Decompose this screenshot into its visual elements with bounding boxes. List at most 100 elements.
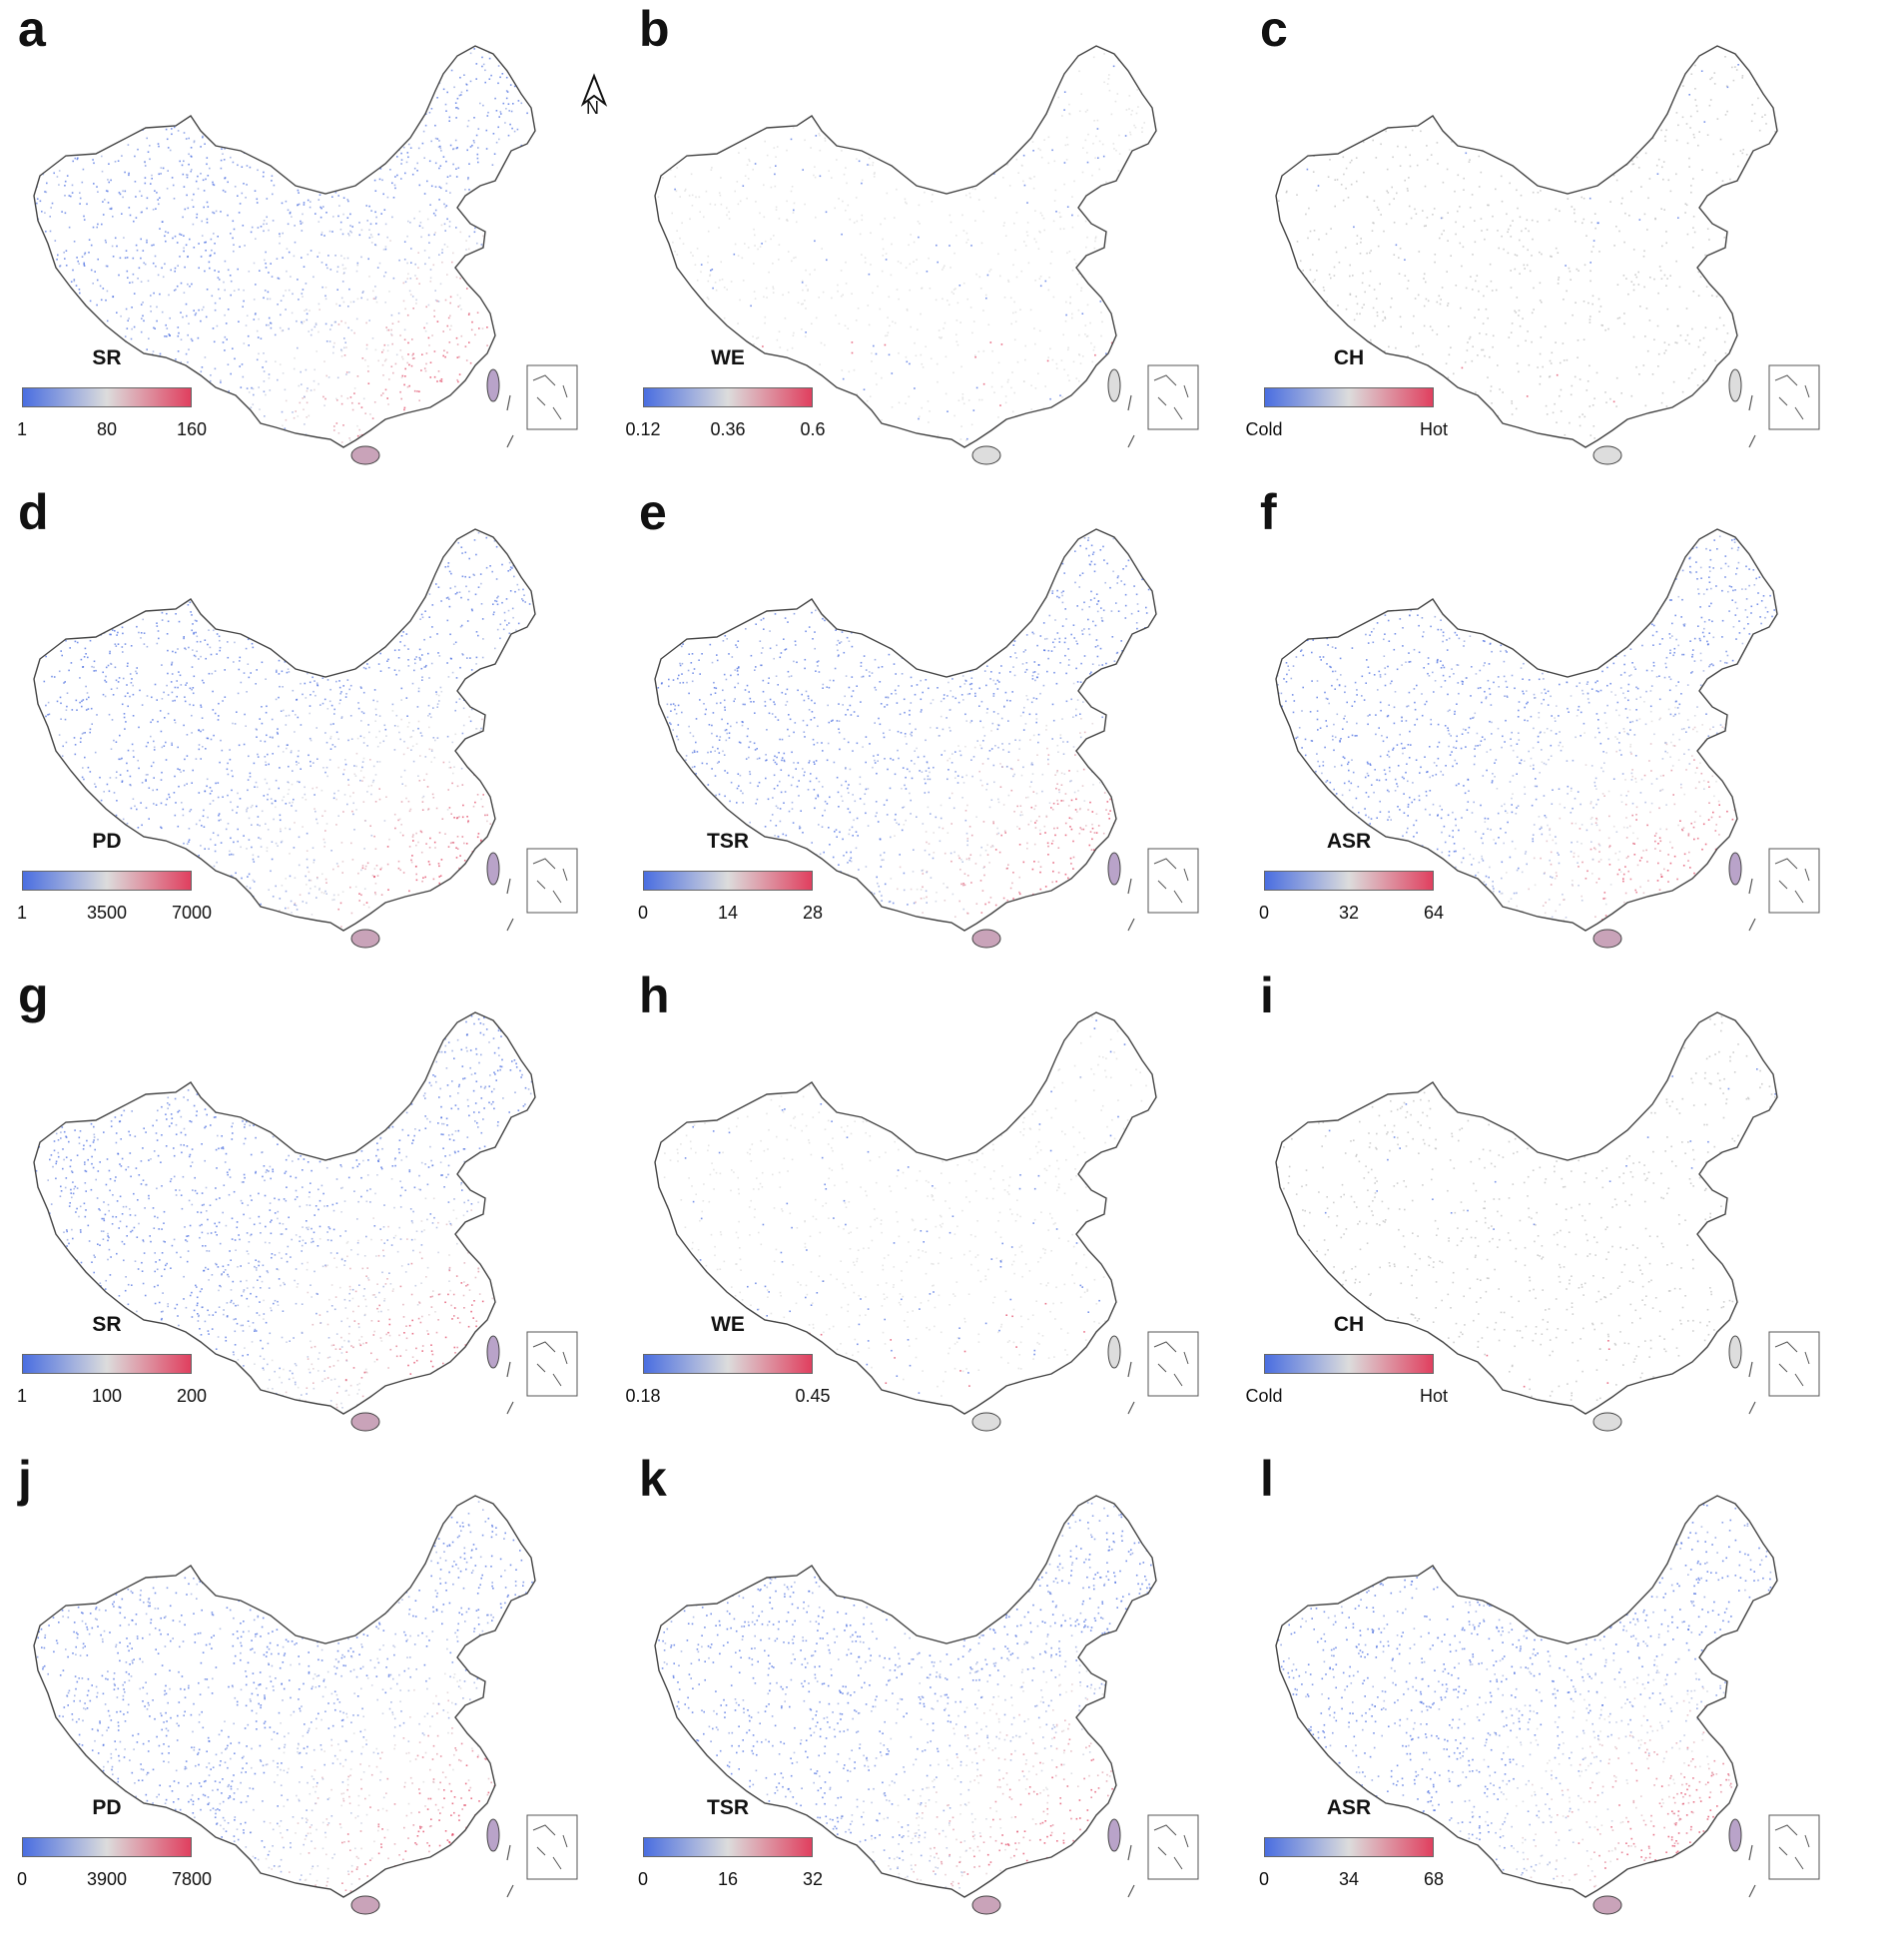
legend-tick-label: 3500 xyxy=(87,903,127,924)
taiwan-island xyxy=(486,368,500,402)
legend-tick-label: 1 xyxy=(17,419,27,440)
legend-tick-label: 0.12 xyxy=(625,419,660,440)
legend-tick-label: 0.36 xyxy=(710,419,745,440)
hainan-island xyxy=(350,1895,380,1915)
china-map xyxy=(33,1495,578,1915)
country-outline xyxy=(1275,1011,1778,1415)
map-panel-k: k TSR 0 16 32 xyxy=(621,1450,1240,1929)
south-china-sea-inset xyxy=(1768,1814,1820,1880)
hainan-island xyxy=(350,445,380,465)
panel-letter: d xyxy=(18,487,49,537)
map-panel-e: e TSR 0 14 28 xyxy=(621,483,1240,963)
legend-title: SR xyxy=(22,346,192,370)
taiwan-island xyxy=(486,1818,500,1852)
hainan-island xyxy=(971,1412,1001,1432)
legend-color-bar xyxy=(643,871,813,891)
taiwan-island xyxy=(1728,852,1742,886)
panel-letter: f xyxy=(1260,487,1277,537)
south-china-sea-inset xyxy=(1768,848,1820,914)
south-china-sea-inset xyxy=(526,848,578,914)
legend-color-bar xyxy=(1264,387,1434,407)
legend-tick-label: Cold xyxy=(1245,1386,1282,1407)
map-panel-f: f ASR 0 32 64 xyxy=(1242,483,1861,963)
legend-tick-label: 0 xyxy=(638,903,648,924)
legend-color-bar xyxy=(643,1837,813,1857)
south-china-sea-inset xyxy=(1147,1814,1199,1880)
panel-letter: l xyxy=(1260,1454,1274,1504)
legend-color-bar xyxy=(22,1837,192,1857)
map-panel-a: a SR 1 80 160 N xyxy=(0,0,619,479)
legend-color-bar xyxy=(22,871,192,891)
hainan-island xyxy=(971,445,1001,465)
legend-tick-label: 32 xyxy=(803,1869,823,1890)
legend-tick-label: 32 xyxy=(1339,903,1359,924)
country-outline xyxy=(1275,45,1778,448)
taiwan-island xyxy=(1728,1335,1742,1369)
legend-tick-label: 200 xyxy=(177,1386,207,1407)
hainan-island xyxy=(971,929,1001,949)
country-outline xyxy=(654,528,1157,932)
legend-tick-label: 0 xyxy=(1259,903,1269,924)
south-china-sea-inset xyxy=(1147,1331,1199,1397)
legend-color-bar xyxy=(22,1354,192,1374)
north-label: N xyxy=(586,98,599,119)
taiwan-island xyxy=(1107,368,1121,402)
legend-color-bar xyxy=(1264,1837,1434,1857)
china-map xyxy=(33,1011,578,1432)
country-outline xyxy=(33,1011,536,1415)
legend-tick-label: 0 xyxy=(638,1869,648,1890)
legend-title: ASR xyxy=(1264,1796,1434,1820)
legend-tick-label: 100 xyxy=(92,1386,122,1407)
taiwan-island xyxy=(1107,1818,1121,1852)
south-china-sea-inset xyxy=(1147,848,1199,914)
map-panel-h: h WE 0.18 0.45 xyxy=(621,967,1240,1446)
panel-letter: h xyxy=(639,971,670,1020)
taiwan-island xyxy=(1728,1818,1742,1852)
taiwan-island xyxy=(486,1335,500,1369)
legend-color-bar xyxy=(1264,1354,1434,1374)
hainan-island xyxy=(350,1412,380,1432)
china-map xyxy=(1275,528,1820,949)
legend-tick-label: 7000 xyxy=(172,903,212,924)
legend-tick-label: 1 xyxy=(17,1386,27,1407)
south-china-sea-inset xyxy=(1147,364,1199,430)
legend-tick-label: 0.45 xyxy=(795,1386,830,1407)
hainan-island xyxy=(350,929,380,949)
country-outline xyxy=(33,1495,536,1898)
map-panel-i: i CH Cold Hot xyxy=(1242,967,1861,1446)
south-china-sea-inset xyxy=(526,1331,578,1397)
legend-tick-label: Cold xyxy=(1245,419,1282,440)
north-arrow-icon xyxy=(580,73,608,107)
china-map xyxy=(654,1495,1199,1915)
legend-title: PD xyxy=(22,1796,192,1820)
panel-letter: g xyxy=(18,971,49,1020)
legend-tick-label: 3900 xyxy=(87,1869,127,1890)
legend-color-bar xyxy=(22,387,192,407)
hainan-island xyxy=(1592,445,1622,465)
legend-tick-label: 34 xyxy=(1339,1869,1359,1890)
hainan-island xyxy=(1592,1412,1622,1432)
taiwan-island xyxy=(1107,852,1121,886)
map-panel-b: b WE 0.12 0.36 0.6 xyxy=(621,0,1240,479)
legend-title: WE xyxy=(643,346,813,370)
legend-title: PD xyxy=(22,830,192,854)
legend-title: CH xyxy=(1264,346,1434,370)
china-map xyxy=(1275,45,1820,465)
taiwan-island xyxy=(1107,1335,1121,1369)
hainan-island xyxy=(1592,929,1622,949)
legend-tick-label: Hot xyxy=(1420,419,1448,440)
china-map xyxy=(33,528,578,949)
panel-letter: a xyxy=(18,4,46,54)
panel-letter: b xyxy=(639,4,670,54)
map-panel-l: l ASR 0 34 68 xyxy=(1242,1450,1861,1929)
legend-tick-label: Hot xyxy=(1420,1386,1448,1407)
hainan-island xyxy=(1592,1895,1622,1915)
country-outline xyxy=(654,45,1157,448)
map-panel-c: c CH Cold Hot xyxy=(1242,0,1861,479)
south-china-sea-inset xyxy=(1768,1331,1820,1397)
legend-tick-label: 160 xyxy=(177,419,207,440)
legend-color-bar xyxy=(643,387,813,407)
panel-letter: e xyxy=(639,487,667,537)
legend-color-bar xyxy=(1264,871,1434,891)
